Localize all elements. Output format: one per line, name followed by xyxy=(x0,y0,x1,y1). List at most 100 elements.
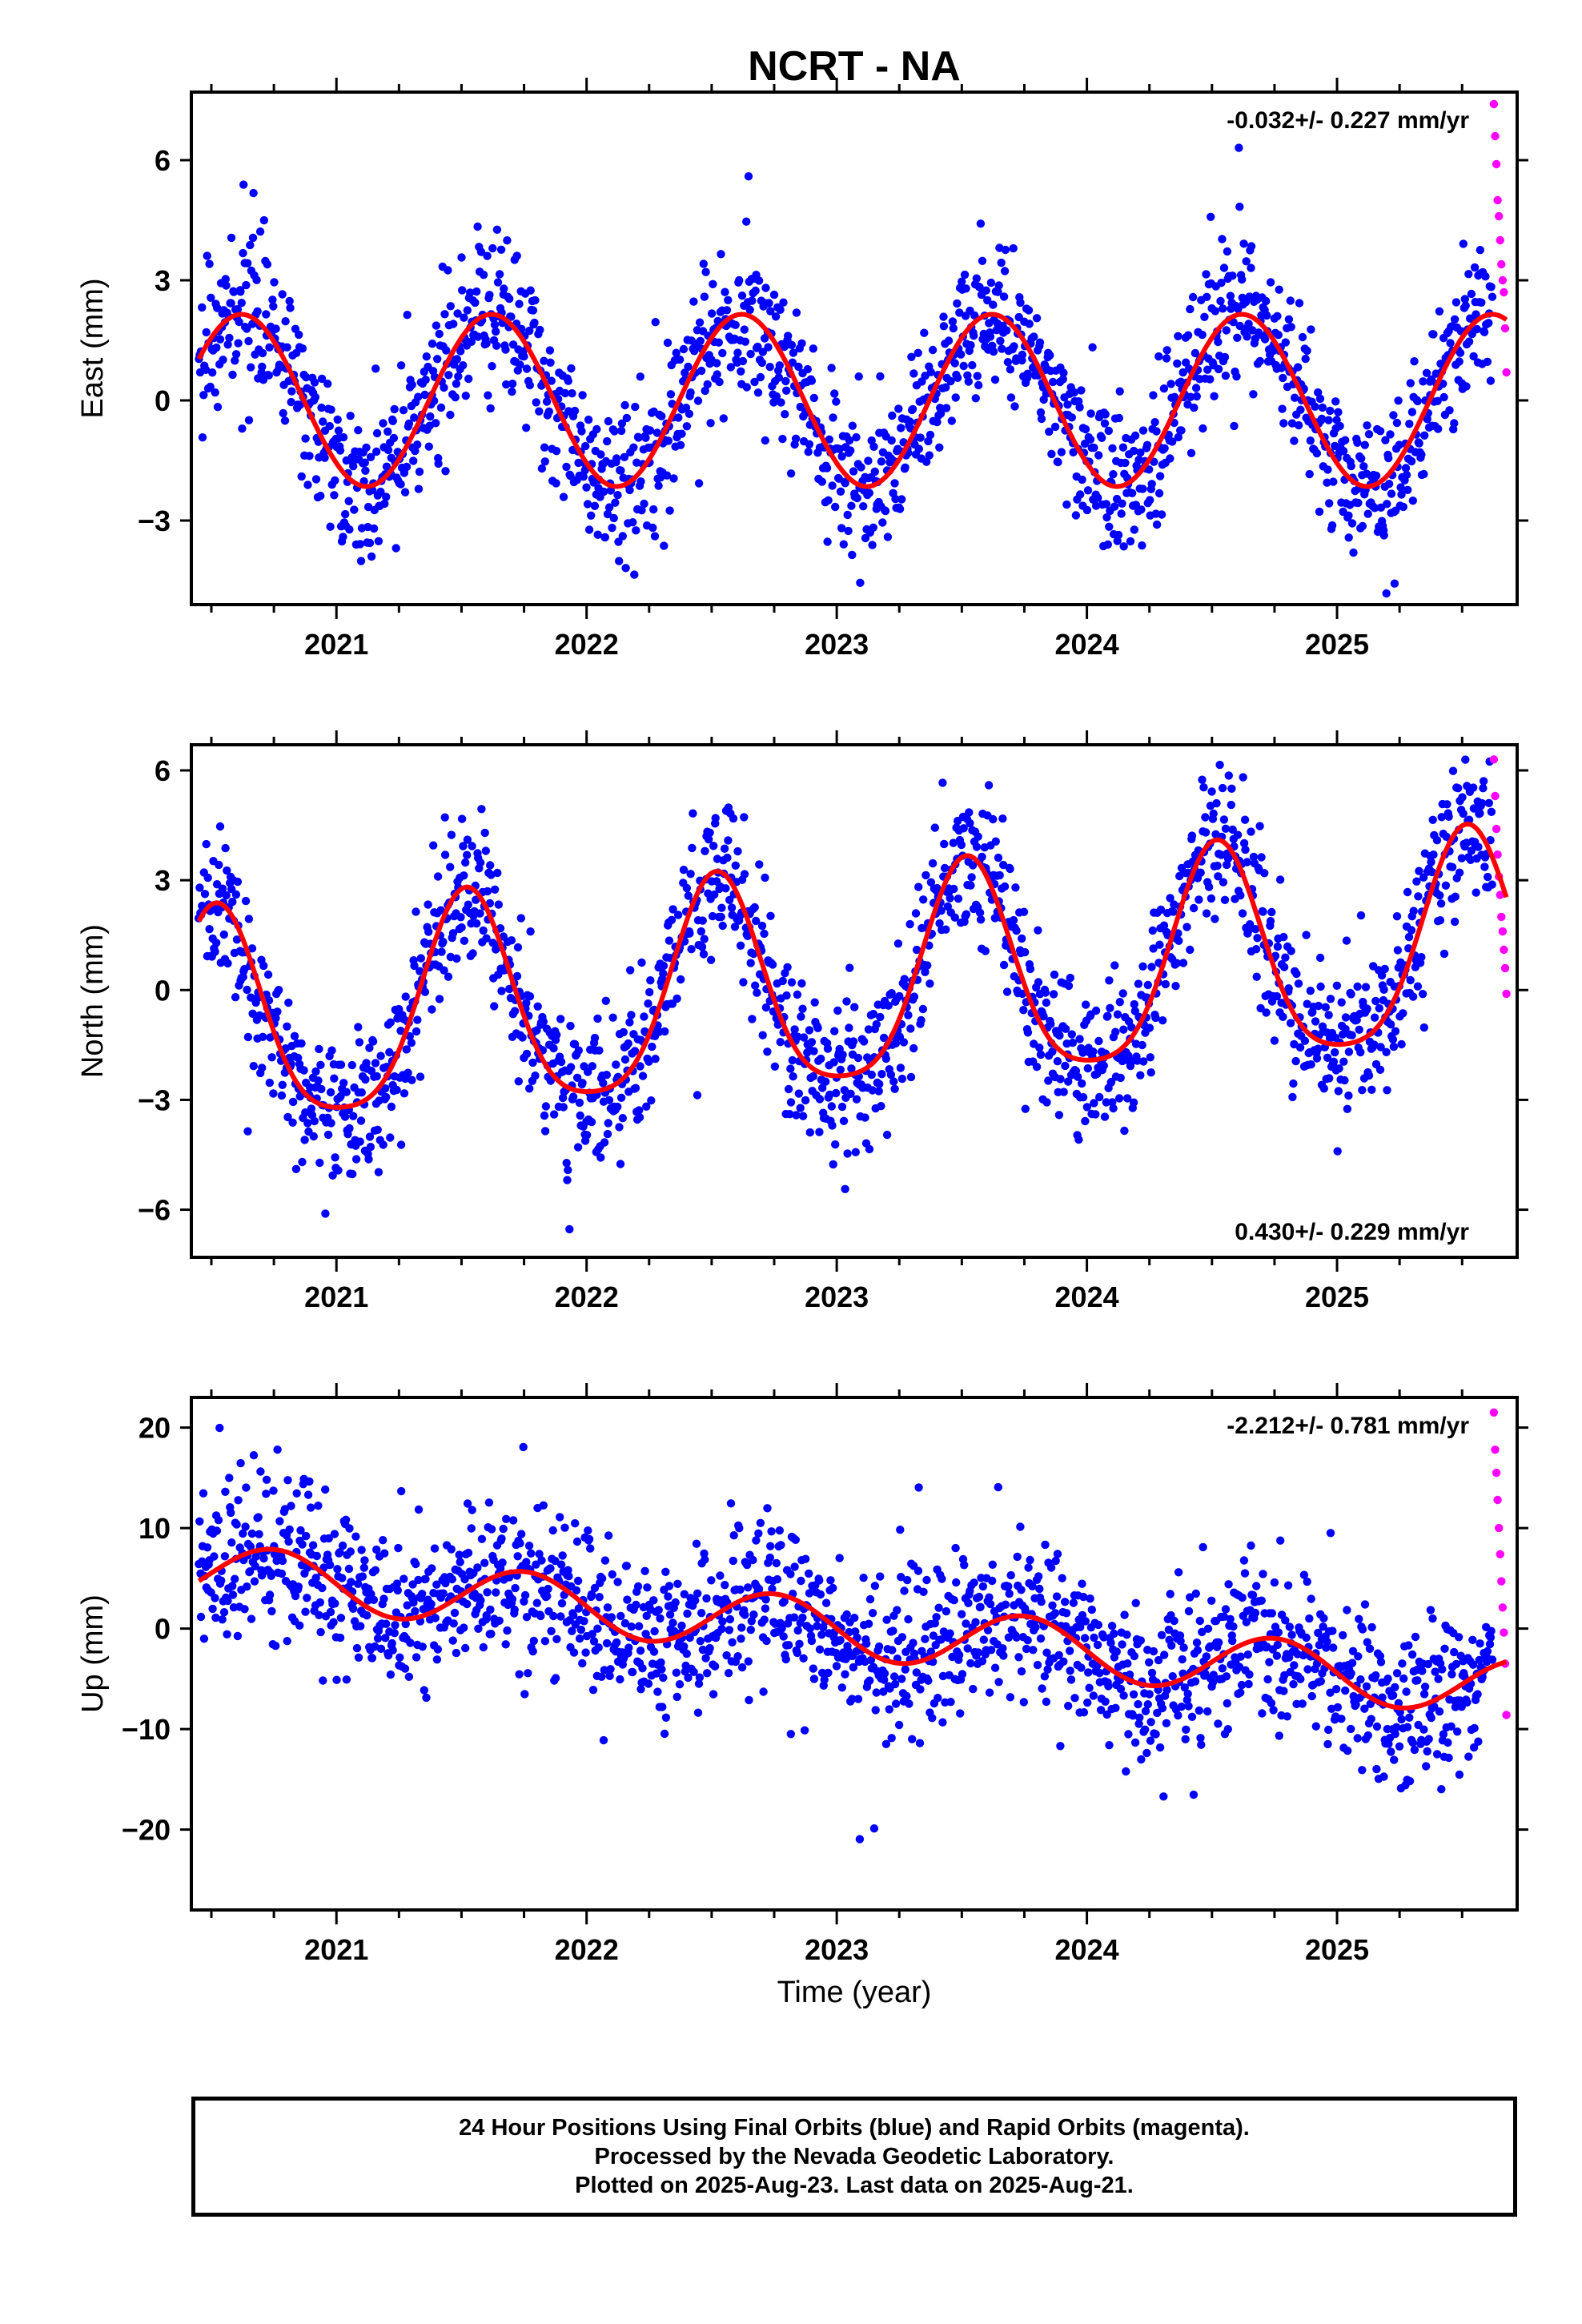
final-orbit-point xyxy=(327,1119,335,1128)
final-orbit-point xyxy=(427,1599,436,1609)
final-orbit-point xyxy=(222,891,231,900)
final-orbit-point xyxy=(432,1580,441,1589)
final-orbit-point xyxy=(1159,1792,1168,1801)
final-orbit-point xyxy=(242,1483,251,1492)
final-orbit-point xyxy=(1101,410,1110,419)
final-orbit-point xyxy=(1287,1630,1296,1639)
final-orbit-point xyxy=(1363,509,1372,518)
final-orbit-point xyxy=(939,312,948,321)
final-orbit-point xyxy=(1224,771,1234,780)
final-orbit-point xyxy=(719,414,728,423)
final-orbit-point xyxy=(613,491,622,500)
final-orbit-point xyxy=(813,1023,822,1033)
final-orbit-point xyxy=(258,362,267,372)
final-orbit-point xyxy=(315,1044,323,1054)
final-orbit-point xyxy=(1436,360,1445,368)
final-orbit-point xyxy=(487,1630,496,1638)
final-orbit-point xyxy=(1370,1013,1379,1022)
final-orbit-point xyxy=(1086,1594,1094,1603)
final-orbit-point xyxy=(621,564,630,573)
y-tick-label: 0 xyxy=(155,974,171,1007)
final-orbit-point xyxy=(364,1155,373,1164)
final-orbit-point xyxy=(291,1164,301,1174)
final-orbit-point xyxy=(208,368,217,377)
final-orbit-point xyxy=(752,916,761,926)
final-orbit-point xyxy=(1353,438,1362,447)
rapid-orbit-point xyxy=(1500,945,1508,955)
final-orbit-point xyxy=(396,480,405,489)
final-orbit-point xyxy=(592,424,601,434)
final-orbit-point xyxy=(1094,451,1103,460)
final-orbit-point xyxy=(1259,907,1267,916)
final-orbit-point xyxy=(1291,1056,1300,1066)
final-orbit-point xyxy=(587,1590,596,1599)
final-orbit-point xyxy=(507,936,516,945)
final-orbit-point xyxy=(1081,424,1090,434)
final-orbit-point xyxy=(782,991,791,1000)
final-orbit-point xyxy=(347,1578,355,1586)
final-orbit-point xyxy=(1143,1700,1153,1709)
final-orbit-point xyxy=(698,916,707,925)
final-orbit-point xyxy=(1100,419,1110,428)
final-orbit-point xyxy=(253,307,262,316)
final-orbit-point xyxy=(397,1486,406,1496)
final-orbit-point xyxy=(888,411,897,420)
final-orbit-point xyxy=(632,1600,640,1610)
final-orbit-point xyxy=(1052,1592,1062,1601)
final-orbit-point xyxy=(717,1624,726,1634)
final-orbit-point xyxy=(526,927,535,936)
final-orbit-point xyxy=(609,513,618,523)
final-orbit-point xyxy=(1295,1043,1305,1052)
final-orbit-point xyxy=(401,1619,410,1629)
final-orbit-point xyxy=(1145,1658,1154,1667)
final-orbit-point xyxy=(336,1060,346,1069)
final-orbit-point xyxy=(232,1520,241,1529)
final-orbit-point xyxy=(459,361,468,370)
final-orbit-point xyxy=(952,1578,961,1587)
final-orbit-point xyxy=(1124,1730,1133,1739)
final-orbit-point xyxy=(369,524,379,533)
final-orbit-point xyxy=(1276,1536,1285,1545)
final-orbit-point xyxy=(1001,245,1010,255)
final-orbit-point xyxy=(608,1013,617,1022)
final-orbit-point xyxy=(650,1626,659,1636)
final-orbit-point xyxy=(291,1591,300,1601)
final-orbit-point xyxy=(1118,443,1128,452)
final-orbit-point xyxy=(373,1634,383,1643)
final-orbit-point xyxy=(1107,1622,1117,1630)
final-orbit-point xyxy=(722,1651,731,1660)
final-orbit-point xyxy=(939,322,949,331)
final-orbit-point xyxy=(1251,1608,1260,1618)
final-orbit-point xyxy=(345,1124,354,1133)
final-orbit-point xyxy=(1022,1644,1031,1654)
final-orbit-point xyxy=(484,391,492,400)
final-orbit-point xyxy=(1174,1711,1182,1720)
final-orbit-point xyxy=(243,985,251,995)
final-orbit-point xyxy=(307,1104,316,1113)
final-orbit-point xyxy=(363,502,373,512)
final-orbit-point xyxy=(1239,239,1248,248)
final-orbit-point xyxy=(1105,522,1114,531)
final-orbit-point xyxy=(295,330,303,340)
final-orbit-point xyxy=(1076,490,1085,499)
final-orbit-point xyxy=(202,328,211,337)
final-orbit-point xyxy=(699,950,709,959)
final-orbit-point xyxy=(588,1630,596,1638)
final-orbit-point xyxy=(1292,969,1301,979)
final-orbit-point xyxy=(817,477,826,486)
final-orbit-point xyxy=(590,1033,600,1043)
final-orbit-point xyxy=(1134,979,1143,988)
final-orbit-point xyxy=(740,813,749,822)
final-orbit-point xyxy=(617,419,627,428)
final-orbit-point xyxy=(1279,932,1288,942)
final-orbit-point xyxy=(413,440,422,449)
final-orbit-point xyxy=(1122,1767,1130,1776)
final-orbit-point xyxy=(1048,1047,1057,1056)
final-orbit-point xyxy=(326,522,335,531)
final-orbit-point xyxy=(1150,418,1159,427)
final-orbit-point xyxy=(816,1054,825,1063)
final-orbit-point xyxy=(1484,319,1493,328)
final-orbit-point xyxy=(346,412,355,420)
final-orbit-point xyxy=(1312,1054,1322,1063)
final-orbit-point xyxy=(691,1596,700,1605)
